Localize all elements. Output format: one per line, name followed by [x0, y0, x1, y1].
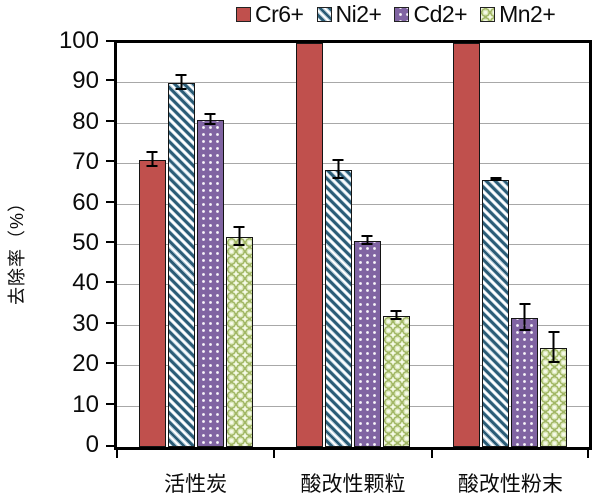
chart-legend: Cr6+ Ni2+ Cd2+ Mn2+ — [236, 1, 556, 27]
y-tick-label-90: 90 — [72, 67, 99, 95]
gridline-50 — [117, 244, 589, 245]
bar-cr6- — [453, 43, 481, 447]
error-bar-cd2- — [519, 302, 531, 331]
bar-ni2- — [167, 74, 195, 447]
error-bar-cr6- — [146, 151, 158, 168]
legend-swatch-cr6 — [236, 7, 251, 22]
bar-cr6- — [295, 43, 323, 447]
error-bar-ni2- — [490, 177, 502, 182]
x-tick-mark-1 — [273, 450, 276, 458]
x-axis-label-: 活性炭 — [164, 473, 228, 496]
error-bar-mn2- — [233, 225, 245, 247]
error-bar-cd2- — [204, 112, 216, 125]
legend-swatch-mn2 — [480, 7, 496, 22]
error-bar-mn2- — [390, 309, 402, 320]
gridline-70 — [117, 163, 589, 165]
y-tick-label-50: 50 — [72, 229, 99, 256]
bar-ni2- — [324, 159, 352, 447]
bar-mn2- — [382, 309, 410, 447]
y-tick-mark-70 — [106, 160, 114, 163]
y-tick-mark-90 — [106, 79, 114, 82]
x-axis-label-: 酸改性颗粒 — [300, 473, 406, 496]
y-tick-label-30: 30 — [72, 309, 99, 337]
y-axis-title: 去除率（%） — [7, 193, 27, 306]
y-tick-mark-60 — [106, 200, 114, 203]
bar-group- — [117, 43, 274, 447]
legend-swatch-ni2 — [316, 7, 332, 22]
bar-cd2- — [196, 112, 224, 447]
legend-item-cr6: Cr6+ — [236, 3, 304, 26]
y-tick-label-80: 80 — [72, 107, 99, 135]
bar-cd2- — [353, 234, 381, 447]
bar-cd2- — [511, 302, 539, 447]
y-tick-mark-40 — [106, 281, 114, 284]
y-tick-label-70: 70 — [72, 148, 99, 176]
y-tick-mark-100 — [106, 40, 114, 42]
y-tick-label-100: 100 — [58, 27, 99, 54]
error-bar-ni2- — [332, 159, 344, 180]
y-tick-mark-80 — [106, 119, 114, 122]
error-bar-cd2- — [361, 234, 373, 246]
legend-label-cd2: Cd2+ — [413, 1, 468, 27]
error-bar-ni2- — [175, 74, 187, 91]
gridline-60 — [117, 203, 589, 205]
bar-ni2- — [482, 177, 510, 447]
bar-group- — [274, 43, 431, 447]
legend-item-mn2: Mn2+ — [480, 1, 556, 27]
y-tick-mark-0 — [106, 445, 114, 447]
plot-area — [114, 40, 592, 450]
legend-label-mn2: Mn2+ — [499, 1, 556, 27]
gridline-40 — [117, 284, 589, 286]
x-tick-mark-3 — [587, 450, 589, 458]
gridline-80 — [117, 122, 589, 124]
bar-mn2- — [225, 225, 253, 447]
bar-mn2- — [540, 330, 568, 447]
y-tick-mark-30 — [106, 321, 114, 324]
y-tick-label-40: 40 — [72, 269, 99, 297]
y-tick-mark-20 — [106, 362, 114, 365]
y-tick-label-0: 0 — [85, 431, 99, 458]
gridline-10 — [117, 405, 589, 407]
legend-label-cr6: Cr6+ — [255, 1, 304, 27]
gridline-90 — [117, 82, 589, 84]
x-tick-mark-0 — [116, 450, 118, 458]
legend-item-cd2: Cd2+ — [394, 1, 468, 27]
legend-swatch-cd2 — [394, 7, 410, 22]
x-axis-label-: 酸改性粉末 — [457, 473, 563, 496]
y-tick-label-60: 60 — [72, 188, 99, 216]
gridline-30 — [117, 324, 589, 326]
y-tick-mark-50 — [106, 241, 114, 243]
bar-group- — [432, 43, 589, 447]
legend-label-ni2: Ni2+ — [335, 1, 382, 27]
bar-cr6- — [138, 151, 166, 447]
y-tick-label-20: 20 — [72, 350, 99, 378]
legend-item-ni2: Ni2+ — [316, 1, 382, 27]
x-tick-mark-2 — [430, 450, 433, 458]
gridline-20 — [117, 365, 589, 367]
y-tick-label-10: 10 — [72, 390, 99, 418]
error-bar-mn2- — [548, 330, 560, 364]
y-tick-mark-10 — [106, 402, 114, 405]
